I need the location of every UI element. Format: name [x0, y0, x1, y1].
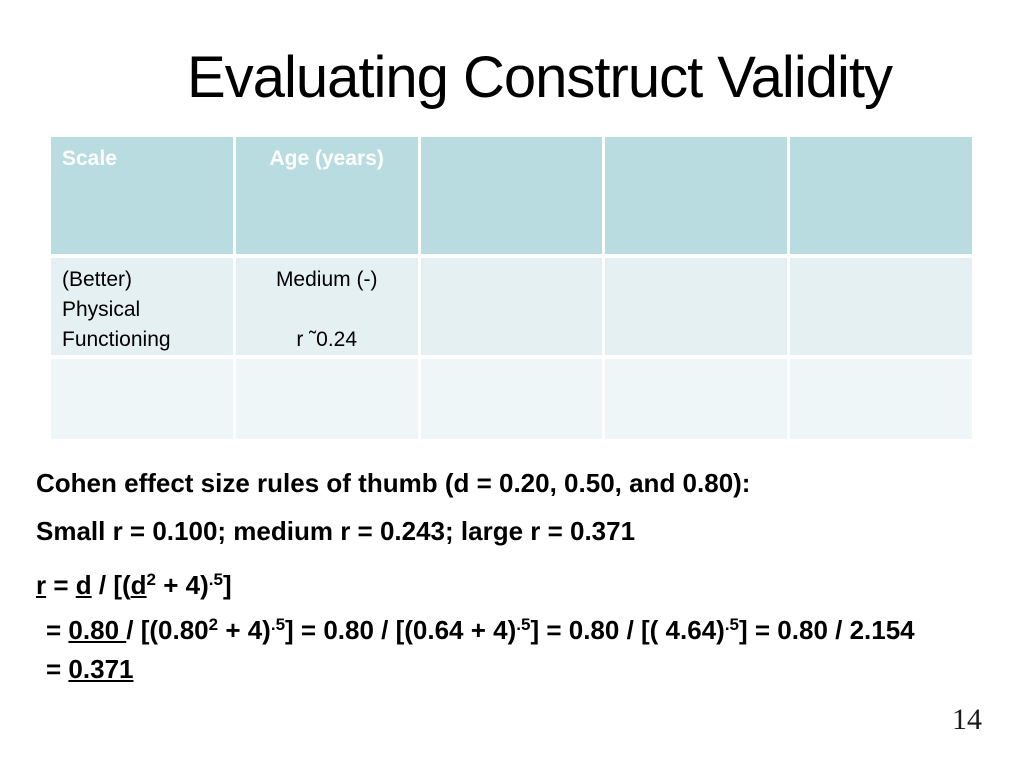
body-cell	[790, 258, 972, 355]
formula-line-result: = 0.371	[46, 650, 1018, 689]
formula-segment: ] = 0.80 / [(0.64 + 4)	[285, 615, 517, 645]
formula-segment: d	[75, 570, 92, 600]
slide-title: Evaluating Construct Validity	[187, 45, 893, 110]
cell-line: Scale	[62, 147, 117, 170]
formula-segment: =	[46, 615, 69, 645]
formula-segment: .5	[270, 615, 286, 634]
formula-segment: ]	[222, 570, 232, 600]
formula-segment: =	[46, 654, 69, 684]
formula-line-calculation: = 0.80 / [(0.802 + 4).5] = 0.80 / [(0.64…	[46, 605, 1018, 650]
formula-segment: / [(	[91, 570, 131, 600]
body-cell	[420, 258, 603, 355]
header-cell: Scale	[51, 137, 233, 254]
formula-segment: ] = 0.80 / 2.154	[739, 615, 915, 645]
header-cell	[420, 137, 603, 254]
cohen-rules-text: Cohen effect size rules of thumb (d = 0.…	[36, 468, 751, 498]
formula-segment: 0.371	[68, 654, 134, 684]
body-cell: Medium (-) r ˜0.24	[235, 258, 418, 355]
formula-segment: .5	[208, 570, 223, 589]
formula-segment: .5	[516, 615, 531, 634]
formula-line-definition: r = d / [(d2 + 4).5]	[36, 560, 1018, 605]
formula-segment: .5	[724, 615, 740, 634]
body-cell	[420, 359, 603, 439]
validity-table: Scale Age (years) (Better) Physical Function…	[51, 137, 972, 439]
cell-line	[247, 295, 407, 325]
r-thresholds-text: Small r = 0.100; medium r = 0.243; large…	[36, 516, 636, 546]
cell-line: Age (years)	[269, 147, 384, 170]
notes-block: Cohen effect size rules of thumb (d = 0.…	[36, 468, 1018, 689]
cell-line: Functioning	[62, 328, 171, 351]
header-cell	[790, 137, 972, 254]
body-cell	[51, 359, 233, 439]
formula-segment: 0.80	[68, 615, 127, 645]
cell-line: r ˜0.24	[296, 328, 358, 351]
formula-segment: + 4)	[218, 615, 271, 645]
formula-segment: 2	[208, 615, 219, 634]
formula-segment: d	[130, 570, 147, 600]
body-cell	[605, 359, 788, 439]
body-cell	[235, 359, 418, 439]
formula-segment: / [(0.80	[126, 615, 209, 645]
page-number: 14	[952, 703, 982, 736]
formula-block: r = d / [(d2 + 4).5] = 0.80 / [(0.802 + …	[36, 560, 1018, 689]
body-cell: (Better) Physical Functioning	[51, 258, 233, 355]
formula-segment: r	[36, 570, 47, 600]
formula-segment: =	[46, 570, 76, 600]
header-cell	[605, 137, 788, 254]
formula-segment: 2	[146, 570, 157, 589]
header-cell: Age (years)	[235, 137, 418, 254]
body-cell	[605, 258, 788, 355]
cell-line: Physical	[62, 298, 141, 321]
cell-line: Medium (-)	[275, 268, 378, 291]
formula-segment: + 4)	[156, 570, 209, 600]
cell-line: (Better)	[62, 268, 133, 291]
formula-segment: ] = 0.80 / [( 4.64)	[530, 615, 725, 645]
body-cell	[790, 359, 972, 439]
